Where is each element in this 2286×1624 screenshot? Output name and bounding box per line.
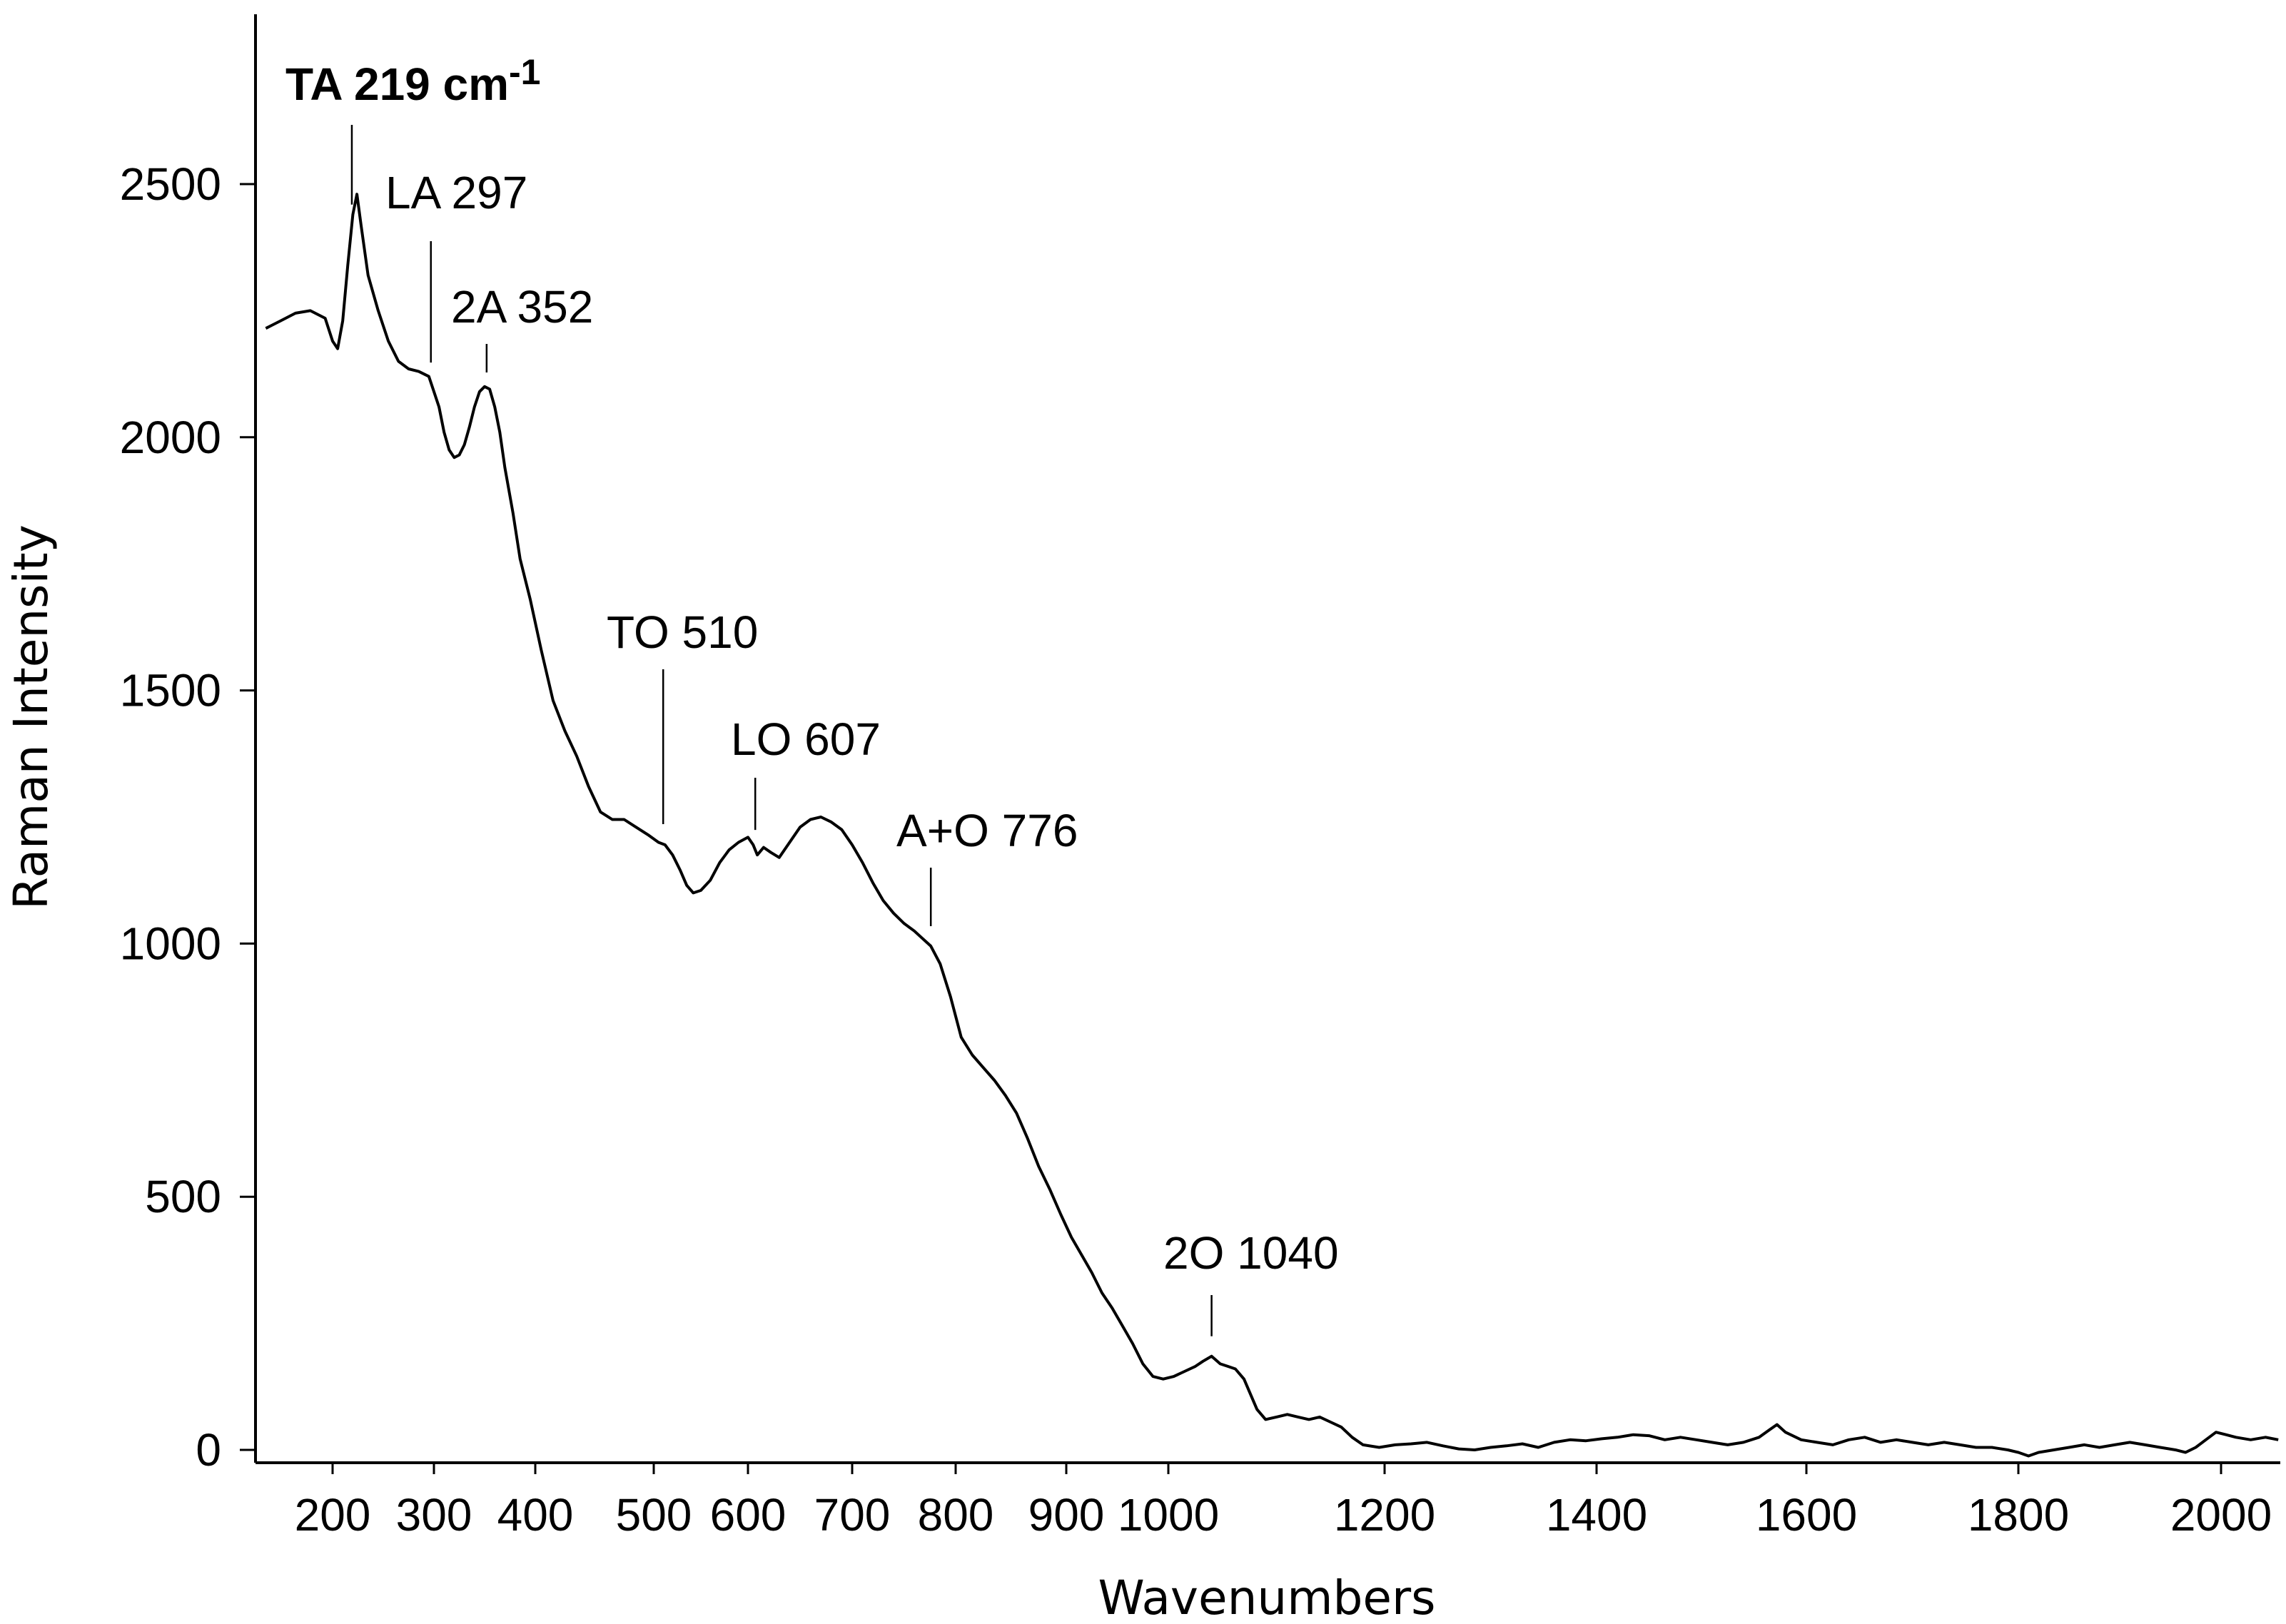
x-tick-label: 700 <box>814 1489 891 1541</box>
y-tick-label: 2000 <box>120 412 221 463</box>
x-tick-label: 2000 <box>2170 1489 2272 1541</box>
x-tick-label: 300 <box>396 1489 472 1541</box>
y-tick-label: 1500 <box>120 665 221 716</box>
y-tick-label: 2500 <box>120 158 221 210</box>
axes <box>254 14 2280 1464</box>
x-tick-label: 900 <box>1028 1489 1105 1541</box>
spectrum-line <box>265 193 2279 1458</box>
y-tick-label: 500 <box>145 1171 221 1222</box>
annotation-label: A+O 776 <box>896 805 1078 856</box>
x-axis-title: Wavenumbers <box>1098 1570 1435 1624</box>
annotation-label: LO 607 <box>731 714 881 765</box>
peak-annotations: TA 219 cm-1 LA 297 2A 352 TO 510 LO 607 A+O 7… <box>285 52 1339 1336</box>
x-tick-label: 500 <box>616 1489 692 1541</box>
annotation-label: 2O 1040 <box>1163 1227 1339 1279</box>
y-tick-label: 0 <box>196 1424 221 1476</box>
annotation-label: LA 297 <box>385 167 527 218</box>
x-tick-label: 1800 <box>1968 1489 2069 1541</box>
x-tick-label: 1200 <box>1334 1489 1435 1541</box>
y-tick-label: 1000 <box>120 918 221 969</box>
y-axis-title: Raman Intensity <box>4 524 59 910</box>
x-tick-label: 1000 <box>1118 1489 1219 1541</box>
x-tick-label: 800 <box>918 1489 994 1541</box>
x-tick-label: 1400 <box>1546 1489 1647 1541</box>
x-axis-ticks: 200 300 400 500 600 700 800 900 1000 1200 1400 1600… <box>295 1463 2272 1541</box>
annotation-label: 2A 352 <box>451 281 593 333</box>
x-tick-label: 1600 <box>1756 1489 1857 1541</box>
annotation-label: TO 510 <box>607 607 758 658</box>
x-tick-label: 600 <box>710 1489 787 1541</box>
annotation-label: TA 219 cm-1 <box>285 52 541 110</box>
x-tick-label: 200 <box>295 1489 371 1541</box>
y-axis-ticks: 0 500 1000 1500 2000 2500 <box>120 158 256 1476</box>
x-tick-label: 400 <box>497 1489 574 1541</box>
